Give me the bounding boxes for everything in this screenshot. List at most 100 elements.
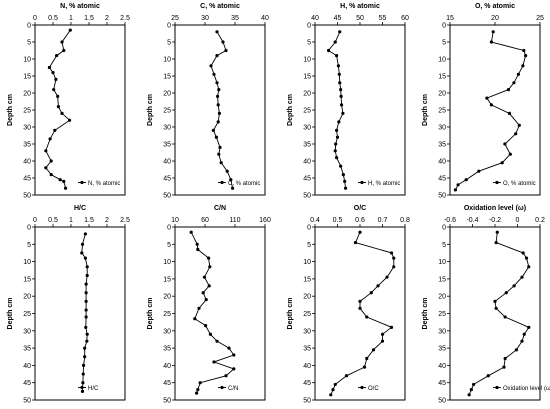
y-tick-label: 10 <box>438 57 446 64</box>
y-tick-label: 10 <box>23 57 31 64</box>
data-point <box>221 40 225 44</box>
y-tick-label: 35 <box>438 346 446 353</box>
y-tick-label: 5 <box>307 40 311 47</box>
series-line <box>190 232 235 394</box>
y-tick-label: 50 <box>303 193 311 200</box>
y-tick-label: 15 <box>303 74 311 81</box>
y-tick-label: 0 <box>167 23 171 30</box>
data-point <box>333 149 337 153</box>
data-point <box>56 105 61 109</box>
chart-title: Oxidation level (ω) <box>464 205 526 212</box>
y-tick-label: 35 <box>163 346 171 353</box>
y-tick-label: 35 <box>23 142 31 149</box>
data-point <box>84 308 88 312</box>
y-tick-label: 5 <box>442 242 446 249</box>
x-tick-label: 60 <box>401 15 409 22</box>
y-tick-label: 0 <box>27 225 31 232</box>
data-point <box>335 135 340 139</box>
data-point <box>51 71 55 75</box>
data-point <box>494 240 498 245</box>
data-point <box>331 388 335 392</box>
data-point <box>81 372 85 376</box>
y-tick-label: 5 <box>167 242 171 249</box>
data-point <box>204 298 208 302</box>
data-point <box>217 152 221 156</box>
x-tick-label: 40 <box>261 15 269 22</box>
y-tick-label: 5 <box>307 242 311 249</box>
data-point <box>520 339 524 343</box>
data-point <box>80 242 85 246</box>
y-axis-label: Depth cm <box>422 298 429 330</box>
data-point <box>389 251 394 255</box>
chart-title: N, % atomic <box>60 3 100 10</box>
legend-label: C, % atomic <box>228 181 260 187</box>
y-axis-label: Depth cm <box>7 94 14 126</box>
legend-marker <box>495 385 499 390</box>
plot-frame <box>34 24 126 196</box>
x-tick-label: 0.5 <box>48 217 58 224</box>
data-point <box>195 242 199 246</box>
data-point <box>485 96 489 100</box>
y-tick-label: 40 <box>163 363 171 370</box>
data-point <box>522 332 526 336</box>
data-point <box>517 123 521 127</box>
data-point <box>512 284 516 288</box>
legend-marker <box>80 385 84 390</box>
data-point <box>83 256 87 260</box>
chart-title: O/C <box>354 205 366 212</box>
data-point <box>489 40 493 44</box>
data-point <box>225 169 229 173</box>
data-point <box>53 128 57 132</box>
series-line <box>330 232 395 395</box>
y-tick-label: 30 <box>163 328 171 335</box>
y-tick-label: 30 <box>163 125 171 132</box>
data-point <box>214 135 218 139</box>
data-point <box>84 291 88 295</box>
x-tick-label: 0 <box>33 15 37 22</box>
data-point <box>489 103 493 107</box>
x-tick-label: 0.6 <box>355 217 365 224</box>
data-point <box>85 273 89 278</box>
data-point <box>336 64 340 68</box>
data-point <box>55 54 59 58</box>
y-tick-label: 5 <box>442 40 446 47</box>
y-tick-label: 15 <box>23 276 31 283</box>
y-tick-label: 40 <box>163 159 171 166</box>
x-tick-label: 2 <box>105 15 109 22</box>
y-tick-label: 0 <box>307 23 311 30</box>
data-point <box>67 118 72 122</box>
series-line <box>210 31 234 189</box>
x-tick-label: 2 <box>105 217 109 224</box>
x-tick-label: 110 <box>229 217 240 224</box>
y-tick-label: 5 <box>27 242 31 249</box>
x-tick-label: 0.2 <box>535 217 545 224</box>
y-tick-label: 35 <box>23 346 31 353</box>
data-point <box>62 179 66 183</box>
y-tick-label: 40 <box>23 363 31 370</box>
y-tick-label: 45 <box>163 380 171 387</box>
data-point <box>392 256 396 260</box>
data-point <box>82 363 86 367</box>
x-tick-label: -0.2 <box>489 217 501 224</box>
data-point <box>215 30 219 34</box>
data-point <box>338 30 342 34</box>
y-tick-label: 25 <box>303 311 311 318</box>
data-point <box>85 332 89 336</box>
legend-marker <box>220 180 224 185</box>
data-point <box>477 169 481 173</box>
data-point <box>196 247 200 252</box>
chart-title: C/N <box>214 205 226 212</box>
data-point <box>54 77 58 81</box>
x-tick-label: 1 <box>69 15 73 22</box>
y-tick-label: 20 <box>438 91 446 98</box>
y-tick-label: 20 <box>303 294 311 301</box>
data-point <box>215 339 219 343</box>
data-point <box>202 275 206 279</box>
data-point <box>339 103 344 107</box>
x-tick-label: 2.5 <box>120 15 130 22</box>
y-tick-label: 0 <box>307 225 311 232</box>
data-point <box>369 291 373 295</box>
data-point <box>339 94 343 98</box>
data-point <box>68 28 72 32</box>
